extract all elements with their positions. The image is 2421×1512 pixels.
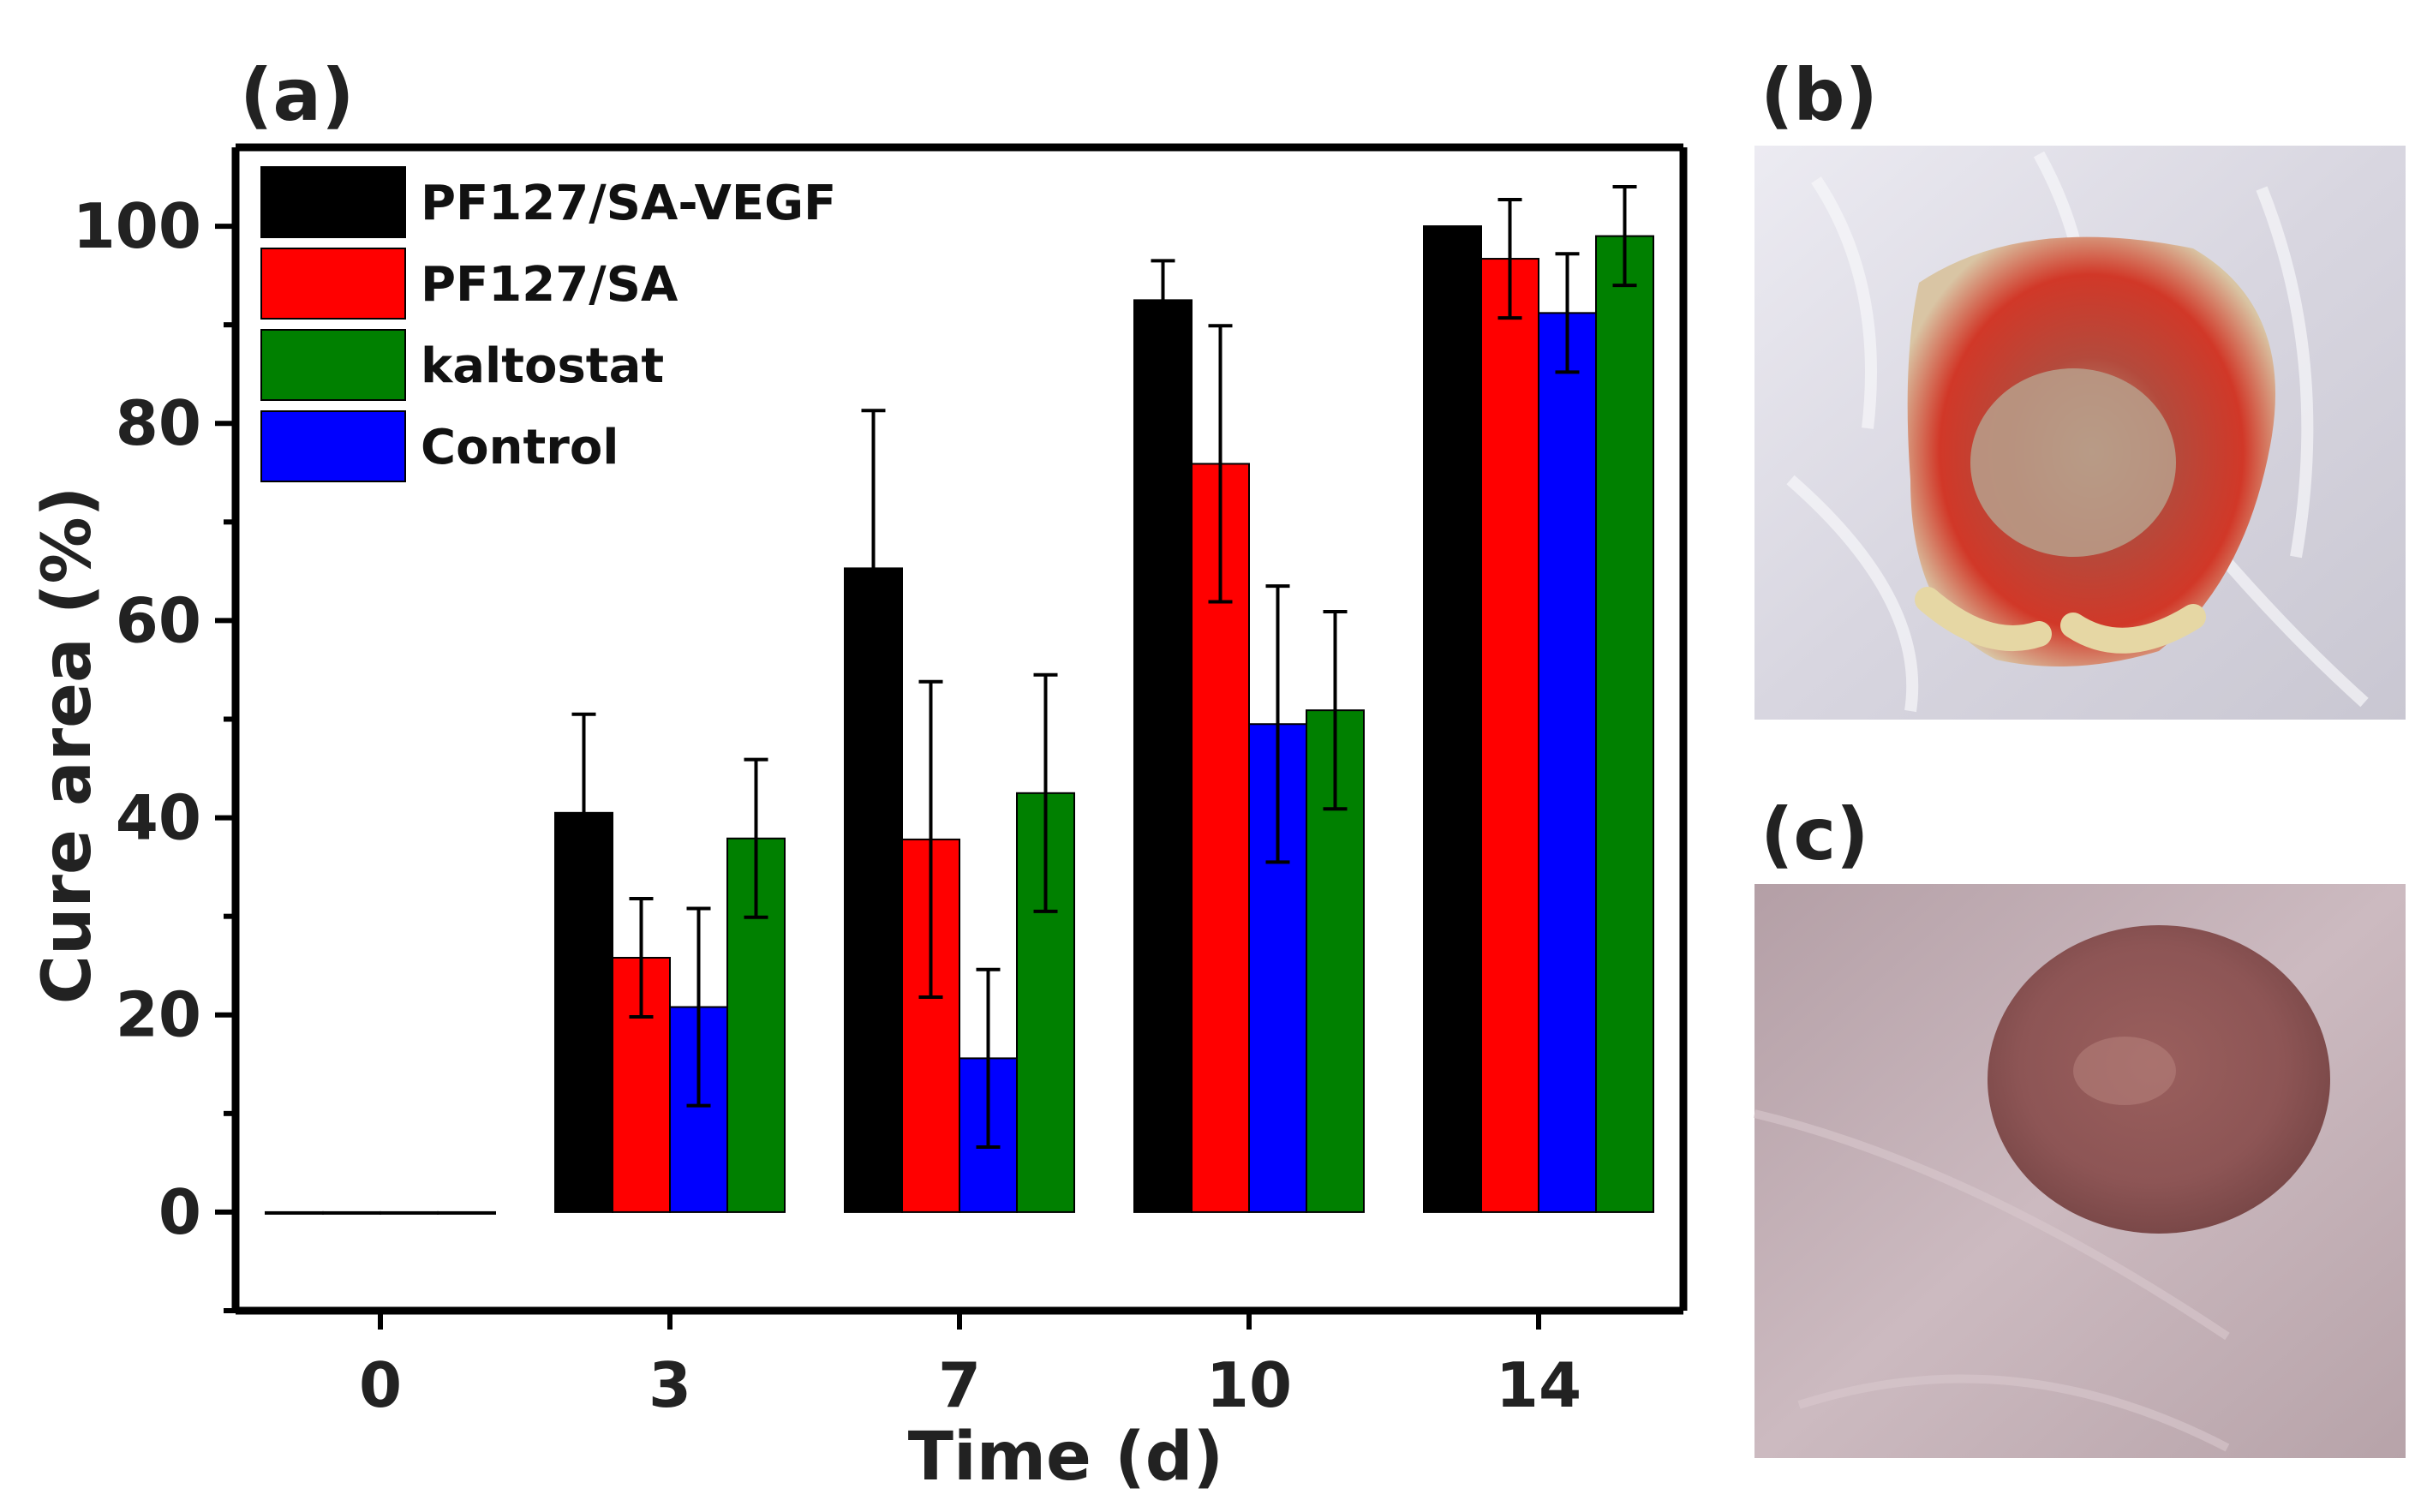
y-tick-label: 80 — [116, 387, 201, 459]
y-tick-label: 0 — [158, 1176, 201, 1248]
x-tick-label: 7 — [938, 1349, 981, 1421]
photo-panel-b: (b) — [1754, 53, 2406, 720]
x-tick-label: 14 — [1496, 1349, 1581, 1421]
bar-pf127-sa-vegf — [265, 1210, 324, 1215]
panel-label-b: (b) — [1760, 53, 1878, 137]
bar-control — [380, 1210, 439, 1215]
legend: PF127/SA-VEGF PF127/SA kaltostat Control — [260, 166, 836, 482]
legend-swatch — [260, 166, 406, 238]
x-tick-label: 10 — [1206, 1349, 1292, 1421]
bar-pf127-sa-vegf — [1133, 299, 1193, 1213]
x-tick-label: 0 — [359, 1349, 402, 1421]
legend-label: Control — [421, 420, 619, 475]
y-axis-title: Cure area (%) — [29, 487, 106, 1005]
y-tick-label: 20 — [116, 979, 201, 1051]
legend-label: PF127/SA-VEGF — [421, 176, 836, 231]
y-tick-label: 100 — [73, 190, 201, 262]
legend-label: PF127/SA — [421, 257, 678, 313]
legend-swatch — [260, 329, 406, 401]
legend-label: kaltostat — [421, 338, 664, 394]
x-axis-title: Time (d) — [908, 1419, 1223, 1496]
legend-swatch — [260, 410, 406, 482]
wound-photo-b — [1754, 146, 2406, 720]
y-tick-label: 40 — [116, 782, 201, 854]
bar-control — [1538, 312, 1597, 1213]
bar-kaltostat — [437, 1210, 496, 1215]
wound-photo-c — [1753, 884, 2406, 1458]
legend-swatch — [260, 248, 406, 320]
panel-label-c: (c) — [1760, 792, 1869, 876]
panel-label-a: (a) — [240, 53, 354, 137]
x-tick-label: 3 — [649, 1349, 691, 1421]
bar-pf127-sa-vegf — [1423, 225, 1482, 1213]
photo-panel-c: (c) — [1753, 792, 2406, 1458]
bar-pf127-sa — [322, 1210, 381, 1215]
y-tick-label: 60 — [116, 584, 201, 656]
bar-pf127-sa — [1480, 258, 1539, 1213]
bar-kaltostat — [1595, 235, 1654, 1213]
